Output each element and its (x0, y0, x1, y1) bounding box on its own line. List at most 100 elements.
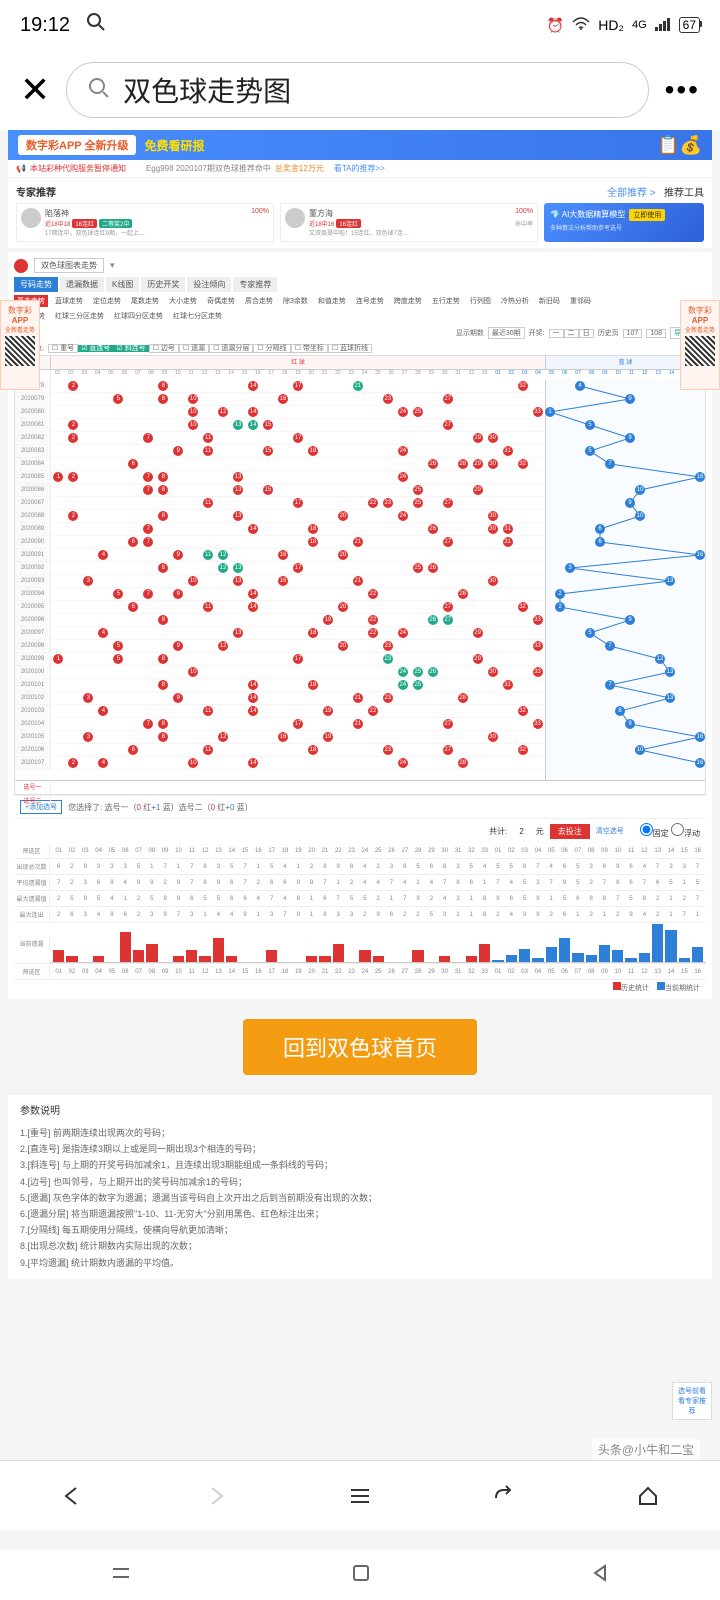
trend-dropdown[interactable]: 双色球图表走势 (34, 258, 104, 273)
subtab[interactable]: 重邻码 (567, 295, 594, 307)
home-icon[interactable] (630, 1478, 666, 1514)
mark-opt[interactable]: ☐ 遗漏 (179, 344, 209, 353)
qr-icon (5, 336, 35, 366)
bet-submit-btn[interactable]: 去投注 (550, 824, 590, 839)
params-section: 参数说明 1.[重号] 前两期连续出现两次的号码；2.[直连号] 是指连续3期以… (8, 1095, 712, 1279)
wifi-icon (572, 17, 590, 34)
tab[interactable]: 历史开奖 (141, 277, 185, 292)
status-bar: 19:12 ⏰ HD₂ 4G 67 (0, 0, 720, 50)
stats-row: 最大遗漏值25954125896556647481675521792431896… (14, 891, 706, 907)
param-item: 9.[平均遗漏] 统计期数内遗漏的平均值。 (20, 1255, 700, 1271)
expert-title: 专家推荐 (16, 184, 56, 199)
subtab[interactable]: 新旧码 (536, 295, 563, 307)
watermark: 头条@小牛和二宝 (592, 1439, 700, 1460)
float-radio[interactable] (671, 823, 684, 836)
subtab[interactable]: 连号走势 (353, 295, 387, 307)
trend-chart: 期号↓ 红 球 蓝 球 0102030405060708091011121314… (14, 355, 706, 795)
back-icon[interactable] (54, 1478, 90, 1514)
back-home-btn[interactable]: 回到双色球首页 (243, 1019, 477, 1075)
param-item: 6.[遗漏分层] 将当期遗漏按照"1-10、11-无穷大"分别用黑色、红色标注出… (20, 1206, 700, 1222)
float-helper[interactable]: 选号前看看专家推荐 (672, 1382, 712, 1420)
expert-pct: 100% (515, 208, 533, 215)
tab[interactable]: 专家推荐 (233, 277, 277, 292)
expert-card[interactable]: 董方海100% 近18中16 16连红命中率 又双叒叕中啦！15连红，双色球7连… (280, 203, 538, 242)
chart-row: 2020091491112162016 (15, 549, 705, 562)
notice-left[interactable]: 本站彩种代购服务暂停通知 (30, 163, 126, 174)
mark-opt[interactable]: ☐ 遗漏分层 (209, 344, 253, 353)
subtab[interactable]: 和值走势 (315, 295, 349, 307)
subtab[interactable]: 红球三分区走势 (52, 310, 107, 322)
subtab[interactable]: 五行走势 (429, 295, 463, 307)
banner[interactable]: 数字彩APP 全新升级 免费看研报 📋💰 (8, 130, 712, 160)
avatar (21, 208, 41, 228)
mark-opt[interactable]: ☐ 蓝球折线 (328, 344, 372, 353)
sys-back-icon[interactable] (591, 1564, 609, 1587)
mark-opt[interactable]: ☐ 重号 (48, 344, 78, 353)
chart-row: 2020107241014242816 (15, 757, 705, 770)
side-ad-right[interactable]: 数字彩APP全新看走势 (680, 300, 720, 390)
subtab[interactable]: 蓝球走势 (52, 295, 86, 307)
page-btn[interactable]: 108 (646, 329, 666, 338)
more-icon[interactable]: ••• (665, 74, 700, 106)
param-item: 8.[出现总次数] 统计期数内实际出现的次数； (20, 1238, 700, 1254)
day-btn[interactable]: 二 (564, 329, 579, 338)
subtab[interactable]: 除3余数 (280, 295, 311, 307)
bet-clear-btn[interactable]: 清空选号 (596, 826, 624, 836)
ai-card[interactable]: 💎 AI大数据精算模型立即使用 多种算法分析帮助参考选号 (544, 203, 704, 242)
mark-opt[interactable]: ☐ 带坐标 (291, 344, 328, 353)
day-btn[interactable]: 日 (579, 329, 594, 338)
subtab[interactable]: 红球七分区走势 (170, 310, 225, 322)
menu-icon[interactable] (342, 1478, 378, 1514)
tab[interactable]: K线图 (106, 277, 139, 292)
ai-title: AI大数据精算模型 (562, 210, 626, 219)
notice-prize: 总奖金12万元 (275, 163, 324, 174)
expert-tool[interactable]: 推荐工具 (664, 188, 704, 199)
expert-section: 专家推荐 全部推荐 > 推荐工具 陷落神100% 近18中18 18连红二等奖2… (8, 178, 712, 248)
system-nav (0, 1550, 720, 1600)
subtab[interactable]: 质合走势 (242, 295, 276, 307)
tab[interactable]: 投注倾向 (187, 277, 231, 292)
param-item: 7.[分隔线] 每五期使用分隔线，使横向导航更加清晰； (20, 1222, 700, 1238)
sys-home-icon[interactable] (352, 1564, 370, 1587)
qr-icon (685, 336, 715, 366)
search-box[interactable]: 双色球走势图 (66, 62, 648, 118)
mark-opt[interactable]: ☐ 分隔线 (253, 344, 290, 353)
tab[interactable]: 号码走势 (14, 277, 58, 292)
day-btn[interactable]: 一 (549, 329, 564, 338)
stats-row: 最大连出263496239731449137918332962253118243… (14, 907, 706, 923)
chart-row: 20200945791422282 (15, 588, 705, 601)
page-btn[interactable]: 107 (623, 329, 643, 338)
subtab[interactable]: 红球四分区走势 (111, 310, 166, 322)
avatar (285, 208, 305, 228)
subtab[interactable]: 大小走势 (166, 295, 200, 307)
subtab[interactable]: 尾数走势 (128, 295, 162, 307)
filter-marks: 标注颜色: ☐ 重号☑ 直连号☑ 斜连号☐ 边号☐ 遗漏☐ 遗漏分层☐ 分隔线☐… (14, 341, 706, 355)
mark-opt[interactable]: ☐ 边号 (149, 344, 179, 353)
fixed-radio[interactable] (640, 823, 653, 836)
close-icon[interactable]: ✕ (20, 69, 50, 111)
period-dd[interactable]: 最近30期 (488, 327, 525, 339)
expert-card[interactable]: 陷落神100% 近18中18 18连红二等奖2中 17期连中，双色球连红9期，一… (16, 203, 274, 242)
chart-row: 2020097413182224295 (15, 627, 705, 640)
side-ad-left[interactable]: 数字彩APP全新看走势 (0, 300, 40, 390)
subtab[interactable]: 奇偶走势 (204, 295, 238, 307)
expert-all[interactable]: 全部推荐 > (607, 188, 656, 199)
mark-opt[interactable]: ☑ 斜连号 (113, 345, 148, 352)
tab[interactable]: 遗漏数据 (60, 277, 104, 292)
sys-recent-icon[interactable] (111, 1563, 131, 1588)
subtab[interactable]: 定位走势 (90, 295, 124, 307)
ai-btn[interactable]: 立即使用 (629, 209, 665, 221)
share-icon[interactable] (486, 1478, 522, 1514)
subtab[interactable]: 跨度走势 (391, 295, 425, 307)
selection-row[interactable]: 选号二 (15, 795, 705, 809)
subtab[interactable]: 冷热分析 (498, 295, 532, 307)
main-tabs: 号码走势遗漏数据K线图历史开奖投注倾向专家推荐 (14, 277, 706, 292)
forward-icon[interactable] (198, 1478, 234, 1514)
stats-row: 出现总次数62933351717835715412898423856835455… (14, 859, 706, 875)
subtab[interactable]: 行列图 (467, 295, 494, 307)
mark-opt[interactable]: ☑ 直连号 (78, 345, 113, 352)
chart-row: 2020105381216193016 (15, 731, 705, 744)
notice-link[interactable]: 看TA的推荐>> (334, 163, 385, 174)
chart-row: 2020086781315252910 (15, 484, 705, 497)
selection-row[interactable]: 选号一 (15, 781, 705, 795)
